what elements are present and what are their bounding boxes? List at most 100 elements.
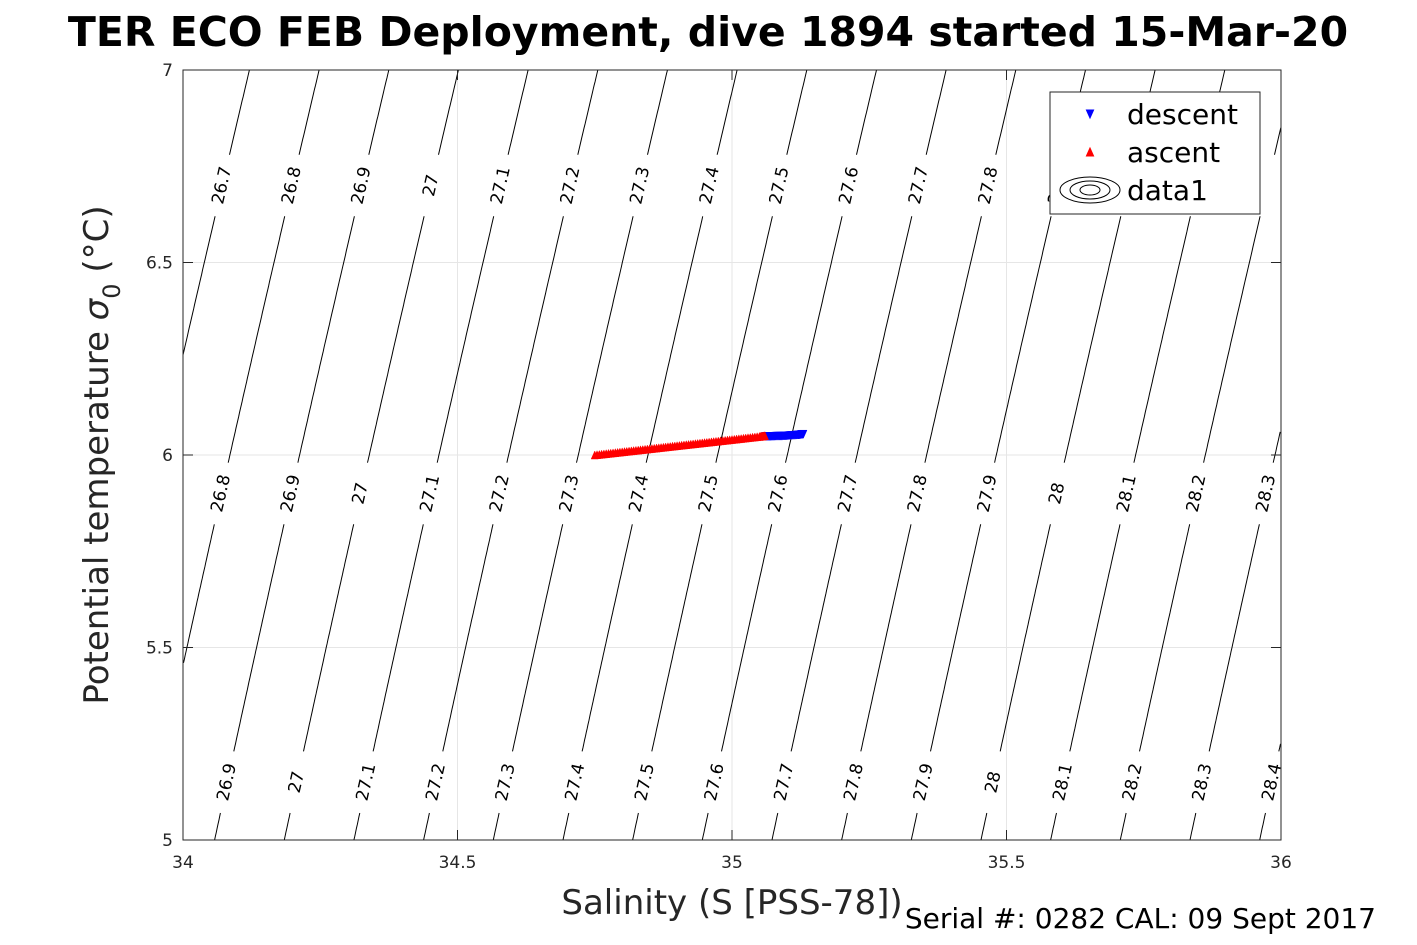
density-contour-line xyxy=(924,216,982,463)
density-contour-line xyxy=(999,524,1051,752)
descent-point xyxy=(799,429,808,439)
density-contour-line xyxy=(980,812,988,841)
density-contour-line xyxy=(790,524,842,752)
ascent-point xyxy=(760,431,769,440)
density-contour-line xyxy=(1278,743,1281,752)
density-contour-line xyxy=(183,524,215,664)
density-contour-line xyxy=(721,524,773,752)
density-contours xyxy=(182,69,1282,841)
density-contour-line xyxy=(372,524,424,752)
density-contour-line xyxy=(701,812,709,841)
y-tick-label: 5.5 xyxy=(146,639,173,659)
density-contour-line xyxy=(930,524,982,752)
density-contour-line xyxy=(581,524,633,752)
density-contour-line xyxy=(303,524,355,752)
contour-label: 27 xyxy=(285,770,309,796)
y-tick-label: 5 xyxy=(162,831,173,851)
legend-contour-ring xyxy=(1079,184,1101,196)
density-contour-line xyxy=(298,69,320,155)
y-axis-label-sigma: σ xyxy=(77,297,117,320)
density-contour-line xyxy=(1208,524,1260,752)
legend-label-ascent: ascent xyxy=(1127,136,1220,169)
density-contour-line xyxy=(576,216,634,463)
contour-label: 28 xyxy=(981,769,1005,795)
density-contour-line xyxy=(297,216,355,463)
y-axis-label: Potential temperature σ0 (°C) xyxy=(77,205,126,704)
y-axis-ticks: 5 5.5 6 6.5 7 xyxy=(146,61,1281,851)
density-contour-line xyxy=(367,216,425,463)
density-contour-line xyxy=(233,524,285,752)
density-contour-line xyxy=(854,216,913,463)
y-tick-label: 6.5 xyxy=(146,254,173,274)
density-contour-line xyxy=(442,524,494,752)
y-tick-label: 7 xyxy=(162,61,173,81)
chart-title: TER ECO FEB Deployment, dive 1894 starte… xyxy=(68,8,1348,56)
density-contour-line xyxy=(1069,524,1121,752)
density-contour-line xyxy=(995,69,1017,155)
legend-contour-ring xyxy=(1059,176,1121,204)
density-contour-line xyxy=(1050,812,1057,841)
density-contour-line xyxy=(1203,216,1261,463)
density-contour-line xyxy=(785,216,843,463)
x-tick-label: 35.5 xyxy=(988,853,1026,873)
density-contour-line xyxy=(841,812,848,841)
legend-contour-ring xyxy=(1069,180,1111,200)
density-contour-line xyxy=(229,69,250,155)
density-contour-line xyxy=(436,216,495,463)
x-tick-label: 35 xyxy=(721,853,743,873)
y-axis-label-main: Potential temperature xyxy=(77,320,117,704)
density-contour-line xyxy=(632,812,639,841)
density-contour-line xyxy=(512,524,564,752)
density-contour-line xyxy=(1133,216,1191,463)
density-contour-line xyxy=(577,69,599,155)
density-contour-line xyxy=(771,812,779,841)
contour-label: 28 xyxy=(1045,481,1069,507)
density-contour-line xyxy=(856,69,877,155)
density-contour-line xyxy=(1274,127,1282,155)
density-contour-line xyxy=(182,216,216,356)
contour-label: 27 xyxy=(348,481,372,507)
x-axis-ticks: 34 34.5 35 35.5 36 xyxy=(172,70,1292,873)
density-contour-line xyxy=(925,69,947,155)
density-contour-line xyxy=(1139,524,1191,752)
y-axis-label-unit: (°C) xyxy=(77,205,117,283)
data-series xyxy=(590,429,808,460)
density-contour-line xyxy=(786,69,808,155)
density-contour-line xyxy=(645,216,704,463)
density-contour-line xyxy=(715,216,773,463)
legend-label-descent: descent xyxy=(1127,98,1238,131)
legend: descent ascent data1 xyxy=(1049,91,1261,215)
legend-marker-ascent xyxy=(1085,146,1095,157)
density-contour-line xyxy=(353,812,361,841)
density-contour-line xyxy=(651,524,703,752)
x-tick-label: 34.5 xyxy=(439,853,477,873)
density-contour-line xyxy=(716,69,738,155)
legend-marker-descent xyxy=(1085,109,1095,120)
density-contour-line xyxy=(423,812,430,841)
density-contour-line xyxy=(647,69,668,155)
density-contour-line xyxy=(1272,431,1281,463)
legend-contour-icon xyxy=(1059,176,1121,204)
density-contour-line xyxy=(438,69,459,155)
density-contour-line xyxy=(227,216,286,463)
y-axis-label-subscript: 0 xyxy=(98,283,126,298)
density-contour-line xyxy=(506,216,564,463)
density-contour-line xyxy=(283,812,291,841)
density-contour-line xyxy=(214,812,221,841)
density-contour-line xyxy=(994,216,1052,463)
x-tick-label: 36 xyxy=(1270,853,1292,873)
density-contour-line xyxy=(1063,216,1122,463)
x-axis-label: Salinity (S [PSS-78]) xyxy=(561,883,902,923)
x-tick-label: 34 xyxy=(172,853,194,873)
density-contour-line xyxy=(1119,812,1127,841)
density-contour-line xyxy=(368,69,390,155)
serial-cal-footer: Serial #: 0282 CAL: 09 Sept 2017 xyxy=(905,902,1376,935)
density-contour-line xyxy=(1189,812,1197,841)
density-contour-line xyxy=(1259,812,1266,841)
density-contour-line xyxy=(910,812,918,841)
density-contour-line xyxy=(860,524,912,752)
density-contour-line xyxy=(562,812,570,841)
y-tick-label: 6 xyxy=(162,446,173,466)
legend-label-data1: data1 xyxy=(1127,174,1208,207)
